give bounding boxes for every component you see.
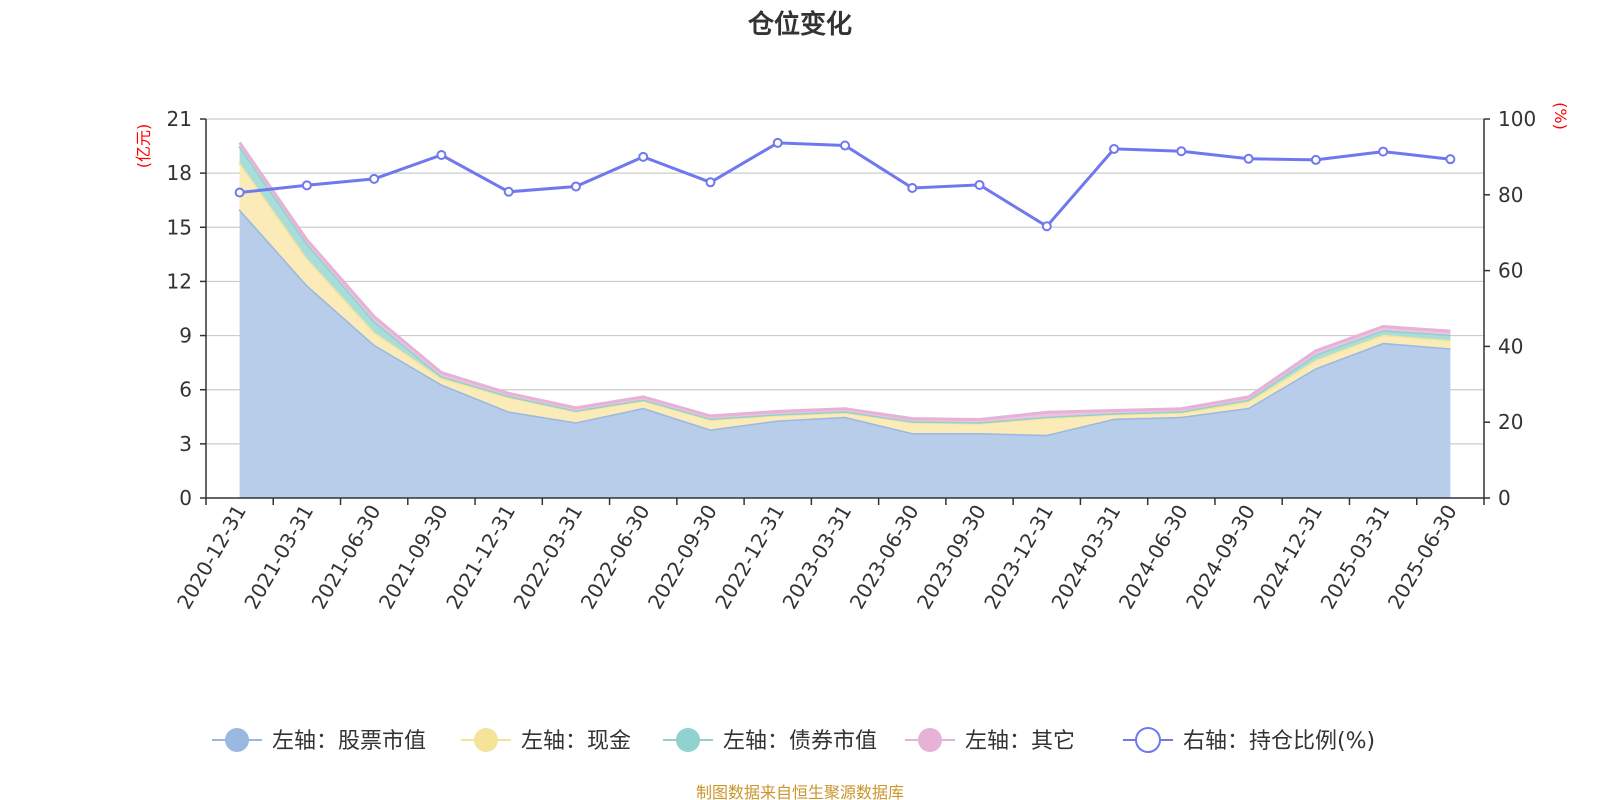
- ratio-point: [1445, 154, 1456, 165]
- ratio-point: [234, 187, 245, 198]
- ratio-point: [974, 179, 985, 190]
- legend-marker-circle: [474, 728, 498, 752]
- right-tick-label: 40: [1498, 334, 1523, 358]
- left-tick-label: 21: [167, 107, 192, 131]
- x-tick-label: 2021-06-30: [307, 501, 386, 614]
- x-tick-label: 2024-03-31: [1046, 501, 1125, 614]
- x-tick-label: 2021-09-30: [374, 501, 453, 614]
- legend-label: 左轴：现金: [521, 729, 631, 754]
- x-tick-label: 2025-03-31: [1316, 501, 1395, 614]
- ratio-point: [1109, 143, 1120, 154]
- legend-marker-circle: [1135, 727, 1161, 753]
- ratio-point: [840, 140, 850, 151]
- ratio-point: [1041, 221, 1052, 232]
- right-axis-unit: (%): [1551, 102, 1570, 130]
- legend-marker-circle: [676, 728, 700, 752]
- chart-title: 仓位变化: [747, 9, 852, 40]
- x-tick-label: 2024-12-31: [1248, 501, 1327, 614]
- ratio-line: [234, 137, 1456, 232]
- ratio-point: [638, 151, 649, 162]
- x-tick-label: 2023-06-30: [845, 501, 924, 614]
- left-tick-label: 12: [167, 269, 192, 293]
- x-tick-label: 2022-03-31: [508, 501, 587, 614]
- legend-label: 右轴：持仓比例(%): [1183, 729, 1375, 754]
- ratio-point: [772, 137, 783, 148]
- left-tick-label: 15: [167, 215, 192, 239]
- left-axis-unit: (亿元): [134, 124, 153, 169]
- data-source-note: 制图数据来自恒生聚源数据库: [696, 783, 904, 800]
- x-tick-label: 2022-06-30: [576, 501, 655, 614]
- stacked-areas: [238, 141, 1451, 498]
- left-tick-label: 6: [179, 378, 192, 402]
- x-tick-label: 2022-09-30: [643, 501, 722, 614]
- right-tick-label: 100: [1498, 107, 1536, 131]
- right-tick-label: 60: [1498, 259, 1523, 283]
- x-tick-label: 2023-03-31: [777, 501, 856, 614]
- ratio-point: [369, 173, 380, 184]
- ratio-point: [1176, 146, 1187, 157]
- ratio-point: [907, 182, 918, 193]
- legend-label: 左轴：股票市值: [272, 729, 426, 754]
- ratio-point: [503, 186, 514, 197]
- x-tick-label: 2023-09-30: [912, 501, 991, 614]
- left-tick-label: 3: [179, 432, 192, 456]
- x-tick-label: 2020-12-31: [172, 501, 251, 614]
- left-tick-label: 9: [179, 324, 192, 348]
- legend: 左轴：股票市值 左轴：现金 左轴：债券市值 左轴：其它 右轴：持仓比例(%): [212, 727, 1375, 754]
- x-tick-label: 2023-12-31: [979, 501, 1058, 614]
- right-tick-label: 20: [1498, 410, 1523, 434]
- ratio-point: [705, 177, 716, 188]
- ratio-point: [436, 150, 447, 161]
- x-tick-label: 2025-06-30: [1383, 501, 1462, 614]
- left-tick-label: 18: [167, 161, 192, 185]
- area-edge-series-4: [238, 141, 1451, 422]
- left-tick-label: 0: [179, 486, 192, 510]
- legend-label: 左轴：债券市值: [723, 729, 877, 754]
- x-tick-label: 2021-03-31: [239, 501, 318, 614]
- ratio-point: [1310, 154, 1321, 165]
- ratio-point: [301, 180, 312, 191]
- legend-marker-circle: [225, 728, 249, 752]
- x-tick-label: 2024-09-30: [1181, 501, 1260, 614]
- ratio-point: [1243, 153, 1254, 164]
- ratio-point: [570, 181, 581, 192]
- legend-marker-circle: [918, 728, 942, 752]
- x-tick-label: 2022-12-31: [710, 501, 789, 614]
- right-tick-label: 0: [1498, 486, 1511, 510]
- area-series-1: [239, 209, 1451, 498]
- right-tick-label: 80: [1498, 183, 1523, 207]
- legend-label: 左轴：其它: [965, 729, 1075, 754]
- ratio-line-path: [239, 141, 1451, 229]
- x-tick-label: 2024-06-30: [1114, 501, 1193, 614]
- x-tick-label: 2021-12-31: [441, 501, 520, 614]
- ratio-point: [1378, 146, 1389, 157]
